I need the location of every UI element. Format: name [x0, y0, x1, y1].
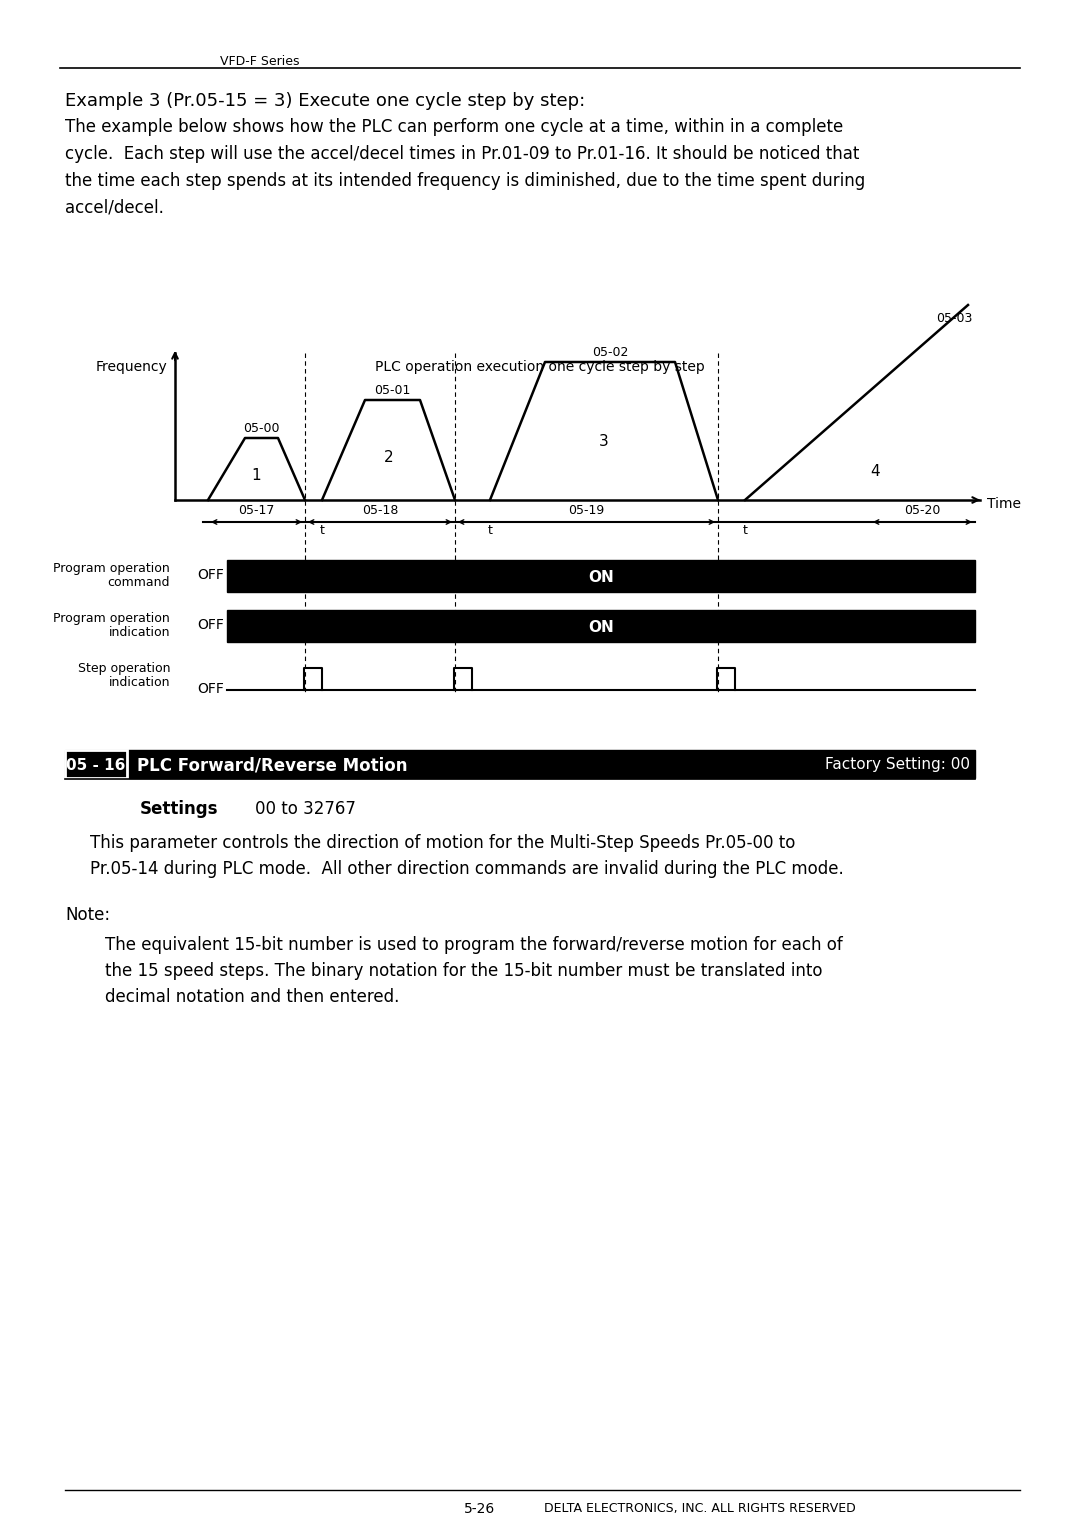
Text: DELTA ELECTRONICS, INC. ALL RIGHTS RESERVED: DELTA ELECTRONICS, INC. ALL RIGHTS RESER… [544, 1502, 855, 1516]
Text: 05-18: 05-18 [362, 505, 399, 517]
Text: Time: Time [987, 497, 1021, 511]
Text: 5-26: 5-26 [464, 1502, 496, 1516]
Text: OFF: OFF [198, 568, 224, 581]
Text: Example 3 (Pr.05-15 = 3) Execute one cycle step by step:: Example 3 (Pr.05-15 = 3) Execute one cyc… [65, 92, 585, 110]
Text: 00 to 32767: 00 to 32767 [255, 801, 356, 818]
Text: OFF: OFF [198, 618, 224, 632]
Bar [65, 750, 975, 778]
Text: 2: 2 [383, 451, 393, 465]
Text: indication: indication [108, 676, 170, 689]
Text: PLC Forward/Reverse Motion: PLC Forward/Reverse Motion [137, 756, 407, 775]
Text: indication: indication [108, 626, 170, 640]
Bar [65, 750, 127, 778]
Text: Settings: Settings [140, 801, 218, 818]
Text: ON: ON [589, 569, 613, 584]
Text: PLC operation execution one cycle step by step: PLC operation execution one cycle step b… [375, 360, 705, 374]
Text: t: t [487, 525, 492, 537]
Text: 4: 4 [870, 465, 880, 480]
Text: 05-00: 05-00 [243, 422, 280, 436]
Text: cycle.  Each step will use the accel/decel times in Pr.01-09 to Pr.01-16. It sho: cycle. Each step will use the accel/dece… [65, 146, 860, 163]
Text: The example below shows how the PLC can perform one cycle at a time, within in a: The example below shows how the PLC can … [65, 118, 843, 137]
Text: This parameter controls the direction of motion for the Multi-Step Speeds Pr.05-: This parameter controls the direction of… [90, 834, 795, 851]
Text: 1: 1 [252, 468, 261, 483]
Text: Frequency: Frequency [95, 360, 167, 374]
Text: Step operation: Step operation [78, 663, 170, 675]
Text: accel/decel.: accel/decel. [65, 199, 164, 216]
Text: the 15 speed steps. The binary notation for the 15-bit number must be translated: the 15 speed steps. The binary notation … [105, 962, 823, 980]
Text: 05 - 16: 05 - 16 [66, 758, 125, 773]
Text: 05-01: 05-01 [375, 384, 410, 397]
Text: 05-02: 05-02 [592, 347, 629, 359]
Bar [227, 560, 975, 592]
Text: 3: 3 [599, 434, 609, 448]
Text: the time each step spends at its intended frequency is diminished, due to the ti: the time each step spends at its intende… [65, 172, 865, 190]
Text: VFD-F Series: VFD-F Series [220, 55, 299, 67]
Text: The equivalent 15-bit number is used to program the forward/reverse motion for e: The equivalent 15-bit number is used to … [105, 936, 842, 954]
Text: t: t [320, 525, 324, 537]
Text: 05-20: 05-20 [904, 505, 941, 517]
Text: Program operation: Program operation [53, 561, 170, 575]
Text: 05-19: 05-19 [568, 505, 605, 517]
Text: ON: ON [589, 620, 613, 635]
Text: Factory Setting: 00: Factory Setting: 00 [825, 758, 970, 773]
Text: 05-17: 05-17 [239, 505, 274, 517]
Bar [227, 611, 975, 643]
Text: decimal notation and then entered.: decimal notation and then entered. [105, 988, 400, 1006]
Text: command: command [108, 575, 170, 589]
Text: t: t [743, 525, 747, 537]
Text: Note:: Note: [65, 907, 110, 923]
Text: OFF: OFF [198, 683, 224, 696]
Text: Pr.05-14 during PLC mode.  All other direction commands are invalid during the P: Pr.05-14 during PLC mode. All other dire… [90, 861, 843, 877]
Text: 05-03: 05-03 [936, 311, 972, 325]
Text: Program operation: Program operation [53, 612, 170, 624]
